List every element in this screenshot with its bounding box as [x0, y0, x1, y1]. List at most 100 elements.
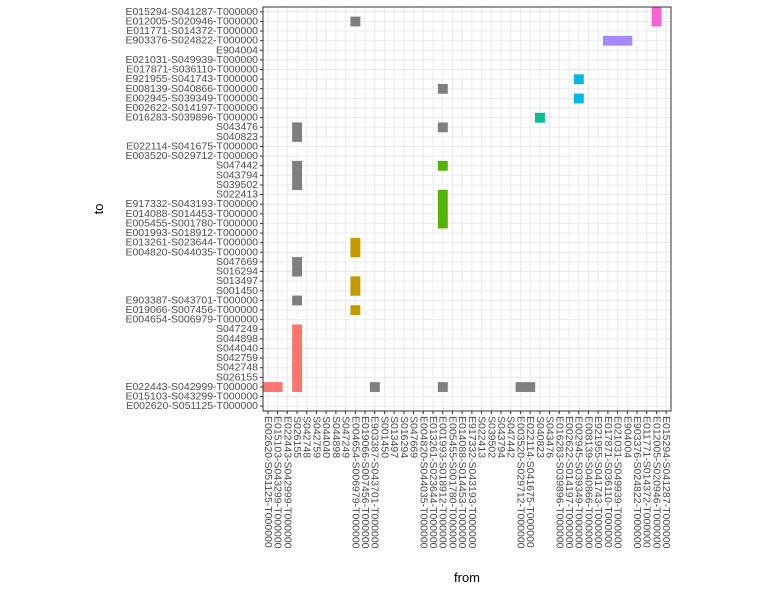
y-tick-label: S013497 [216, 275, 258, 287]
grid-layer [263, 7, 671, 411]
heatmap-cell [350, 16, 361, 27]
y-tick-label: E011771-S014372-T000000 [126, 25, 258, 37]
y-tick-label: E015103-S043299-T000000 [125, 391, 258, 403]
heatmap-cell [350, 285, 361, 296]
y-tick-label: E004820-S044035-T000000 [125, 246, 258, 258]
y-tick-label: E015294-S041287-T000000 [125, 6, 258, 18]
y-tick-label: E003520-S029712-T000000 [125, 150, 258, 162]
x-tick-label: E012005-S020946-T000000 [650, 416, 662, 549]
heatmap-cell [651, 16, 662, 27]
heatmap-cell [350, 276, 361, 287]
y-tick-label: S043476 [216, 121, 258, 133]
y-tick-label: S044898 [216, 333, 258, 345]
x-tick-label: S047442 [505, 416, 517, 458]
x-tick-label: E004820-S044035-T000000 [417, 416, 429, 549]
x-tick-label: E013261-S023644-T000000 [427, 416, 439, 549]
heatmap-cell [292, 132, 303, 142]
heatmap-cell [350, 247, 361, 258]
heatmap-cell [437, 209, 448, 219]
x-tick-label: E022443-S042999-T000000 [281, 416, 293, 549]
heatmap-cell [622, 35, 633, 46]
y-tick-label: S022413 [216, 189, 258, 201]
heatmap-cell [292, 257, 303, 267]
x-tick-label: E019066-S007456-T000000 [359, 416, 371, 549]
y-tick-label: E004654-S006979-T000000 [125, 314, 258, 326]
heatmap-cell [292, 372, 303, 383]
y-tick-label: E002945-S039349-T000000 [125, 92, 258, 104]
x-tick-label: E005455-S001780-T000000 [446, 416, 458, 549]
heatmap-cell [573, 74, 584, 85]
x-tick-label: E003520-S029712-T000000 [514, 416, 526, 549]
x-tick-label: S047249 [340, 416, 352, 458]
x-tick-label: E021031-S049939-T000000 [612, 416, 624, 549]
heatmap-cell [292, 266, 303, 277]
y-tick-label: E002622-S014197-T000000 [125, 102, 258, 114]
y-tick-label: E903387-S043701-T000000 [125, 294, 258, 306]
x-tick-label: S039502 [485, 416, 497, 458]
heatmap-cell [437, 189, 448, 200]
x-tick-label: E903376-S024822-T000000 [631, 416, 643, 549]
x-tick-label: S044898 [330, 416, 342, 458]
x-axis: E002620-S051125-T000000E015103-S043299-T… [262, 411, 672, 549]
x-tick-label: S047669 [408, 416, 420, 458]
y-tick-label: S043794 [216, 169, 258, 181]
heatmap-cell [292, 122, 303, 133]
heatmap-cell [437, 160, 448, 171]
x-tick-label: S042748 [301, 416, 313, 458]
x-tick-label: E002620-S051125-T000000 [262, 416, 274, 548]
x-tick-label: E917332-S043193-T000000 [466, 416, 478, 549]
x-tick-label: E903387-S043701-T000000 [369, 416, 381, 549]
y-tick-label: S042748 [216, 362, 258, 374]
y-tick-label: S042759 [216, 352, 258, 364]
heatmap-cell [437, 199, 448, 210]
heatmap-cell [292, 353, 303, 364]
heatmap-cell [263, 382, 273, 392]
y-tick-label: E022114-S041675-T000000 [126, 140, 258, 152]
x-tick-label: E011771-S014372-T000000 [641, 416, 653, 548]
x-tick-label: S044040 [320, 416, 332, 458]
x-tick-label: S043476 [544, 416, 556, 458]
heatmap-cell [292, 180, 303, 190]
x-tick-label: S026155 [291, 416, 303, 458]
y-tick-label: E917332-S043193-T000000 [125, 198, 258, 210]
x-tick-label: E017871-S036110-T000000 [602, 416, 614, 548]
x-tick-label: E022114-S041675-T000000 [524, 416, 536, 548]
y-tick-label: E017871-S036110-T000000 [126, 64, 258, 76]
heatmap-cell [603, 35, 613, 46]
x-tick-label: E004654-S006979-T000000 [349, 416, 361, 549]
x-tick-label: E014088-S014453-T000000 [456, 416, 468, 549]
x-tick-label: S022413 [476, 416, 488, 458]
x-tick-label: E002945-S039349-T000000 [573, 416, 585, 549]
y-tick-label: S039502 [216, 179, 258, 191]
heatmap-cell [369, 382, 380, 392]
y-tick-label: E016283-S039896-T000000 [125, 112, 258, 124]
y-tick-label: E014088-S014453-T000000 [125, 208, 258, 220]
y-tick-label: S001450 [216, 285, 258, 297]
heatmap-cell [612, 35, 623, 46]
y-tick-label: E019066-S007456-T000000 [125, 304, 258, 316]
x-tick-label: E921955-S041743-T000000 [592, 416, 604, 549]
y-tick-label: S016294 [216, 266, 258, 278]
heatmap-cell [292, 324, 303, 335]
y-tick-label: E005455-S001780-T000000 [125, 217, 258, 229]
y-tick-label: E903376-S024822-T000000 [125, 35, 258, 47]
heatmap-cell [292, 295, 303, 306]
y-tick-label: E022443-S042999-T000000 [125, 381, 258, 393]
cell-layer [263, 7, 662, 392]
heatmap-cell [292, 382, 303, 392]
x-tick-label: S040823 [534, 416, 546, 458]
x-axis-title: from [454, 570, 480, 585]
x-tick-label: S043794 [495, 416, 507, 458]
y-axis: E002620-S051125-T000000E015103-S043299-T… [125, 6, 263, 412]
y-tick-label: E002620-S051125-T000000 [126, 400, 258, 412]
y-tick-label: S044040 [216, 342, 258, 354]
heatmap-cell [651, 7, 662, 17]
y-tick-label: E008139-S040866-T000000 [125, 83, 258, 95]
y-tick-label: E013261-S023644-T000000 [125, 237, 258, 249]
y-tick-label: S047669 [216, 256, 258, 268]
heatmap-cell [535, 112, 545, 123]
y-tick-label: E921955-S041743-T000000 [125, 73, 258, 85]
y-tick-label: S047249 [216, 323, 258, 335]
heatmap-cell [272, 382, 283, 392]
